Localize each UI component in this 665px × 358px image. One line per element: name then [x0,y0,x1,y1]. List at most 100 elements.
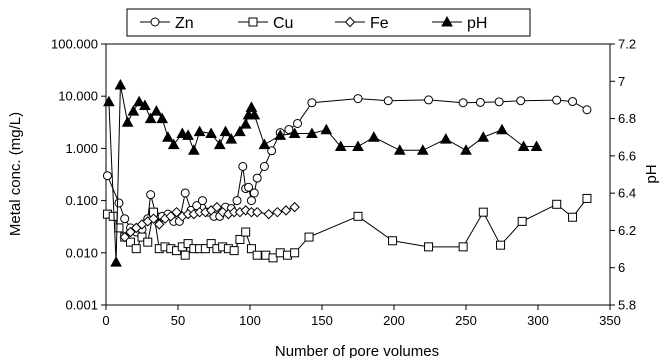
data-point-cu [582,193,592,203]
data-point-ph [367,131,380,142]
data-point-fe [154,219,165,230]
data-point-zn [259,162,269,172]
data-point-ph [258,138,271,150]
data-point-cu [183,239,193,249]
data-point-zn [192,201,202,211]
x-tick-label: 0 [102,313,109,328]
legend-label: Zn [175,15,194,32]
data-point-ph [248,108,261,120]
data-point-ph [530,140,543,152]
y-axis-right: 5.8 6 6.2 6.4 6.6 6.8 7 7.2 [610,37,636,313]
data-point-zn [114,198,124,208]
x-tick-label: 100 [239,313,261,328]
data-point-ph [352,140,364,152]
data-point-fe [171,206,182,218]
legend: Zn Cu Fe pH [140,15,487,32]
data-point-cu [235,234,245,244]
data-point-cu [517,216,527,226]
data-point-ph [103,95,115,107]
data-point-cu [458,242,468,252]
data-point-fe [263,208,274,220]
data-point-ph [150,105,163,116]
data-point-zn [238,162,248,172]
data-point-ph [133,95,145,107]
data-point-ph [121,116,134,127]
legend-item-cu: Cu [238,15,293,32]
data-point-fe [165,211,177,222]
data-point-fe [211,201,223,213]
legend-item-fe: Fe [335,15,389,32]
data-point-zn [568,97,578,107]
data-point-ph [139,99,151,111]
data-point-cu [241,227,251,237]
data-point-cu [200,244,210,254]
data-point-ph [156,112,169,124]
data-point-ph [460,144,472,155]
data-point-fe [272,206,283,218]
data-point-zn [284,125,294,135]
x-axis: 0 50 100 150 200 250 300 350 [102,305,621,328]
data-point-ph [274,129,287,140]
legend-label: Cu [273,15,293,32]
data-point-zn [146,190,156,200]
data-point-cu [552,199,562,209]
data-point-cu [143,237,153,247]
y-right-tick-label: 5.8 [618,298,636,313]
data-point-zn [180,188,190,198]
data-point-cu [304,232,314,242]
data-point-ph [477,131,490,142]
data-point-cu [496,240,506,250]
data-point-zn [293,118,303,128]
data-point-zn [475,97,485,107]
legend-label: Fe [370,15,389,32]
data-point-ph [239,118,252,129]
data-point-ph [219,125,232,137]
series-layer [102,78,592,267]
y-left-tick-label: 0.010 [65,245,98,260]
data-point-zn [516,96,526,106]
data-point-cu [268,253,278,263]
data-point-ph [245,101,258,112]
data-point-cu [131,244,141,254]
y-right-tick-label: 7 [618,74,625,89]
data-point-zn [494,97,504,107]
data-point-ph [182,129,194,140]
series-ph [103,78,543,267]
data-point-fe [148,213,159,224]
data-point-zn [102,171,112,181]
data-point-cu [108,211,118,221]
series-line-ph [108,84,537,263]
legend-label: pH [467,15,487,32]
data-point-ph [288,127,301,138]
data-point-ph [320,123,333,135]
data-point-ph [517,140,530,152]
data-point-ph [225,133,238,144]
x-tick-label: 150 [311,313,333,328]
x-tick-label: 300 [527,313,549,328]
data-point-ph [306,127,318,138]
y-right-tick-label: 6 [618,260,625,275]
data-point-ph [114,78,127,90]
y-right-tick-label: 6.2 [618,223,636,238]
data-point-ph [127,105,140,116]
y-left-tick-label: 1.000 [65,141,98,156]
x-tick-label: 200 [383,313,405,328]
y-right-tick-label: 6.4 [618,186,636,201]
data-point-cu [206,239,216,249]
data-point-zn [252,173,262,183]
legend-marker-fe [344,16,356,28]
data-point-cu [114,223,124,233]
y-axis-left: 0.001 0.010 0.100 1.000 10.000 100.000 [51,37,106,313]
legend-marker-ph [441,15,453,27]
data-point-fe [125,226,136,238]
data-point-zn [232,196,242,206]
legend-item-ph: pH [432,15,487,32]
data-point-ph [162,131,174,142]
series-fe [119,201,300,243]
data-point-ph [167,138,180,150]
data-point-cu [180,250,190,260]
y-right-tick-label: 6.8 [618,111,636,126]
series-cu [102,193,592,263]
y-left-tick-label: 0.100 [65,193,98,208]
y-right-tick-label: 7.2 [618,37,636,52]
